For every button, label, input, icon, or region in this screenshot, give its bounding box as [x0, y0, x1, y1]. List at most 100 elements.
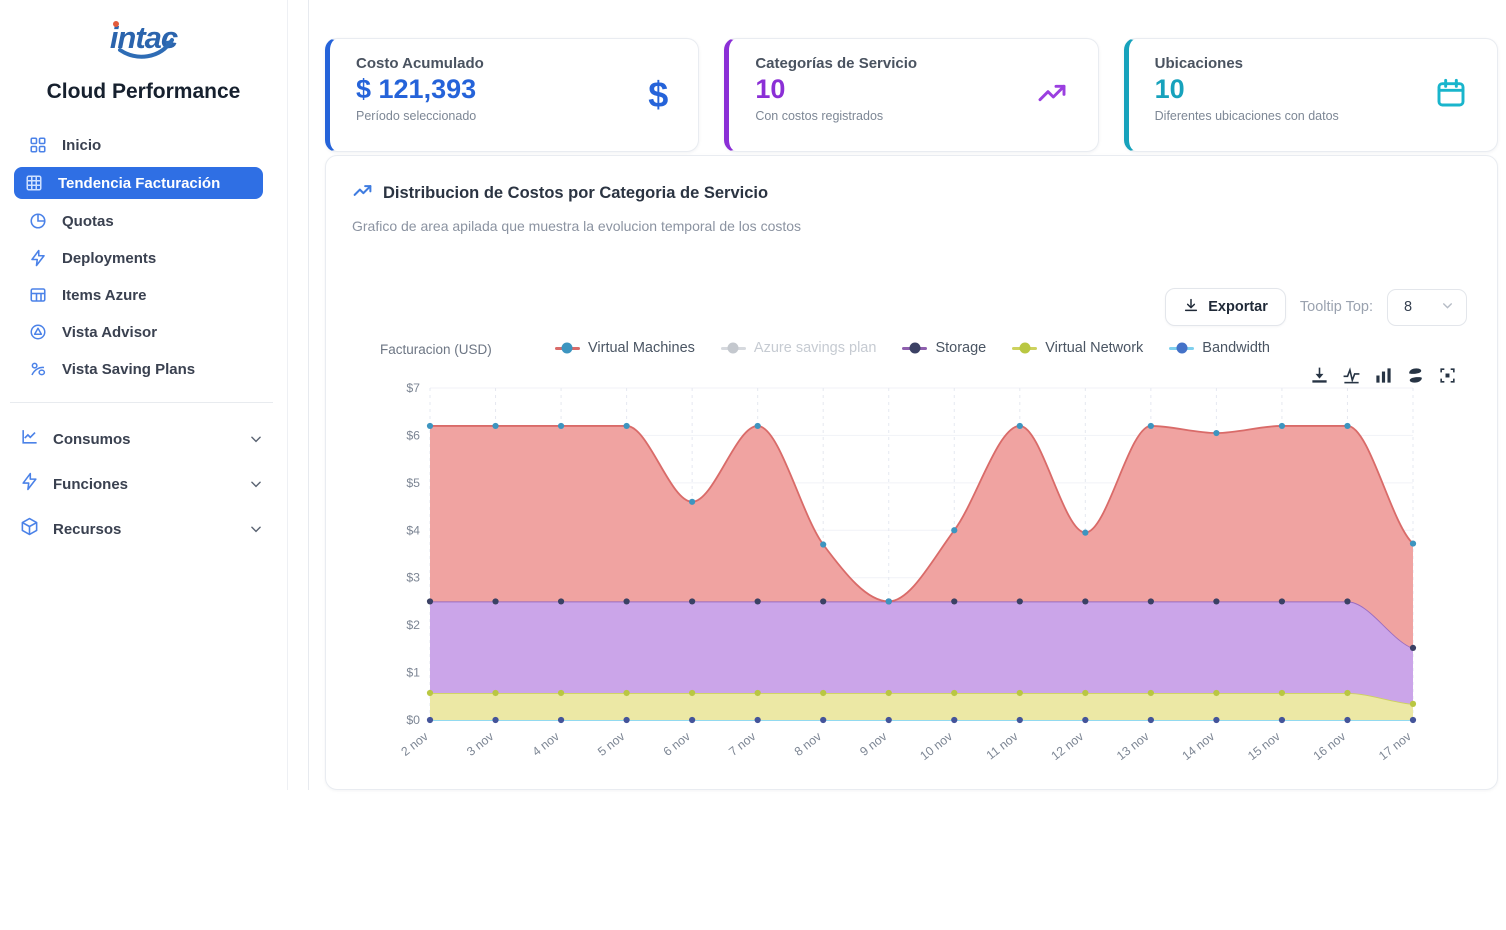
card-categorias-servicio: Categorías de Servicio 10 Con costos reg…: [724, 38, 1099, 152]
sidebar-item-vista-advisor[interactable]: Vista Advisor: [18, 317, 263, 347]
chart-subtitle: Grafico de area apilada que muestra la e…: [352, 218, 802, 234]
card-value: $ 121,393: [356, 74, 477, 104]
svg-text:$2: $2: [406, 618, 420, 632]
sidebar-group-label: Consumos: [53, 430, 131, 448]
export-button[interactable]: Exportar: [1165, 288, 1286, 326]
grid-icon: [24, 173, 44, 193]
zap-icon: [28, 248, 48, 268]
savings-icon: [28, 359, 48, 379]
sidebar-item-tendencia-facturacion[interactable]: Tendencia Facturación: [14, 167, 263, 199]
chart-legend: Virtual Machines Azure savings plan Storag…: [326, 340, 1499, 356]
legend-item-bandwidth[interactable]: Bandwidth: [1169, 340, 1270, 356]
legend-marker: [902, 342, 928, 354]
card-costo-acumulado: Costo Acumulado $ 121,393 Período selecc…: [325, 38, 700, 152]
sidebar-item-label: Deployments: [62, 249, 157, 267]
svg-text:$6: $6: [406, 428, 420, 442]
chart-card-header: Distribucion de Costos por Categoria de …: [326, 180, 1497, 206]
bar-chart-icon[interactable]: [1374, 366, 1393, 385]
sidebar-group-label: Recursos: [53, 520, 122, 538]
card-value: 10: [755, 74, 786, 104]
save-image-icon[interactable]: [1310, 366, 1329, 385]
legend-item-storage[interactable]: Storage: [902, 340, 986, 356]
svg-text:16 nov: 16 nov: [1311, 729, 1349, 763]
sidebar: intac Cloud Performance Inicio Tendencia…: [0, 0, 288, 790]
sidebar-item-label: Inicio: [62, 136, 102, 154]
svg-text:$0: $0: [406, 713, 420, 727]
svg-text:13 nov: 13 nov: [1114, 729, 1152, 763]
sidebar-item-quotas[interactable]: Quotas: [18, 206, 263, 236]
sidebar-group-label: Funciones: [53, 475, 129, 493]
stack-icon[interactable]: [1406, 366, 1425, 385]
chevron-down-icon: [249, 522, 263, 536]
logo-dot: [112, 21, 119, 27]
svg-text:7 nov: 7 nov: [726, 729, 759, 759]
sidebar-item-label: Quotas: [62, 212, 114, 230]
tooltip-top-value: 8: [1404, 299, 1413, 315]
dollar-icon: $: [648, 74, 669, 115]
line-chart-icon[interactable]: [1342, 366, 1361, 385]
card-value: 10: [1154, 74, 1185, 104]
chart-title: Distribucion de Costos por Categoria de …: [383, 183, 769, 202]
legend-item-azure-savings-plan[interactable]: Azure savings plan: [720, 340, 876, 356]
sidebar-item-deployments[interactable]: Deployments: [18, 243, 263, 273]
restore-icon[interactable]: [1438, 366, 1457, 385]
card-subtitle: Con costos registrados: [755, 109, 884, 123]
svg-text:$4: $4: [406, 523, 420, 537]
tooltip-top-select[interactable]: 8: [1387, 288, 1467, 326]
legend-marker: [554, 342, 580, 354]
legend-label: Virtual Machines: [587, 340, 695, 356]
svg-text:$7: $7: [406, 381, 420, 395]
intec-logo-text: intac: [110, 14, 178, 68]
svg-text:$3: $3: [406, 571, 420, 585]
calendar-icon: [1435, 77, 1467, 114]
svg-text:11 nov: 11 nov: [984, 729, 1022, 763]
app-title: Cloud Performance: [46, 80, 241, 103]
svg-text:10 nov: 10 nov: [917, 729, 955, 763]
main-content: Costo Acumulado $ 121,393 Período selecc…: [309, 0, 1506, 930]
stacked-area-chart[interactable]: $0 $1 $2 $3 $4 $5 $6 $7 2 nov 3 nov 4 nov 5 nov 6 no…: [326, 376, 1499, 772]
chevron-down-icon: [1441, 299, 1454, 316]
svg-text:9 nov: 9 nov: [857, 729, 890, 759]
line-chart-icon: [20, 427, 39, 451]
legend-label: Bandwidth: [1202, 340, 1270, 356]
svg-text:$1: $1: [406, 666, 420, 680]
logo-swoosh: [117, 38, 174, 59]
svg-text:8 nov: 8 nov: [792, 729, 825, 759]
card-subtitle: Diferentes ubicaciones con datos: [1154, 109, 1339, 123]
svg-text:14 nov: 14 nov: [1180, 729, 1218, 763]
card-subtitle: Período seleccionado: [356, 109, 477, 123]
table-icon: [28, 285, 48, 305]
sidebar-item-items-azure[interactable]: Items Azure: [18, 280, 263, 310]
sidebar-item-label: Items Azure: [62, 286, 147, 304]
sidebar-item-label: Tendencia Facturación: [58, 174, 221, 192]
legend-item-virtual-machines[interactable]: Virtual Machines: [554, 340, 695, 356]
sidebar-group-funciones[interactable]: Funciones: [12, 468, 271, 500]
sidebar-group-consumos[interactable]: Consumos: [12, 423, 271, 455]
dashboard-icon: [28, 135, 48, 155]
sidebar-item-inicio[interactable]: Inicio: [18, 130, 263, 160]
sidebar-item-vista-saving-plans[interactable]: Vista Saving Plans: [18, 354, 263, 384]
legend-label: Virtual Network: [1045, 340, 1144, 356]
svg-text:2 nov: 2 nov: [399, 729, 432, 759]
svg-text:17 nov: 17 nov: [1376, 729, 1414, 763]
zap-icon: [20, 472, 39, 496]
export-button-label: Exportar: [1208, 299, 1268, 315]
trending-up-icon: [352, 180, 373, 206]
legend-item-virtual-network[interactable]: Virtual Network: [1012, 340, 1143, 356]
svg-text:4 nov: 4 nov: [530, 729, 563, 759]
svg-text:6 nov: 6 nov: [661, 729, 694, 759]
trending-up-icon: [1036, 77, 1068, 114]
sidebar-item-label: Vista Advisor: [62, 323, 158, 341]
card-title: Categorías de Servicio: [755, 55, 918, 72]
sidebar-group-recursos[interactable]: Recursos: [12, 513, 271, 545]
legend-marker: [720, 342, 746, 354]
tooltip-top-label: Tooltip Top:: [1299, 299, 1373, 315]
card-title: Costo Acumulado: [356, 55, 484, 72]
intec-logo: intac: [10, 14, 277, 68]
content-divider: [308, 0, 309, 790]
legend-marker: [1012, 342, 1038, 354]
chart-controls: Exportar Tooltip Top: 8: [1165, 288, 1467, 326]
advisor-icon: [28, 322, 48, 342]
svg-text:5 nov: 5 nov: [595, 729, 628, 759]
